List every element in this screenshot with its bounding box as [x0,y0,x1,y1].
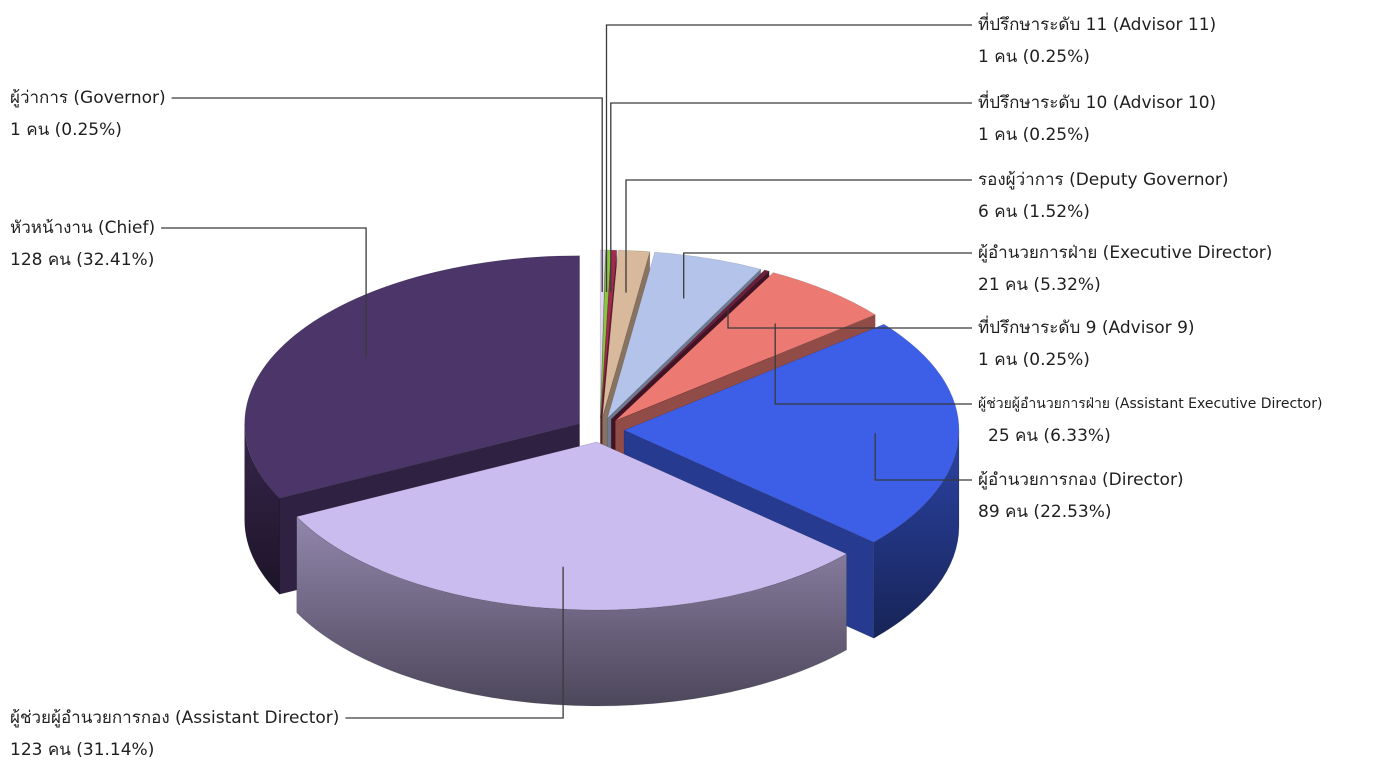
leader-line-assistant-director [345,566,564,719]
assistant-director-name: ผู้ช่วยผู้อำนวยการกอง (Assistant Directo… [10,708,340,728]
label-assistant-director: ผู้ช่วยผู้อำนวยการกอง (Assistant Directo… [10,702,339,766]
leader-line-director [874,433,972,481]
director-name: ผู้อำนวยการกอง (Director) [978,470,1184,490]
label-advisor-11: ที่ปรึกษาระดับ 11 (Advisor 11) 1 คน (0.2… [978,9,1216,73]
label-deputy-governor: รองผู้ว่าการ (Deputy Governor) 6 คน (1.5… [978,164,1229,228]
label-assistant-executive-director: ผู้ช่วยผู้อำนวยการฝ่าย (Assistant Execut… [978,387,1322,452]
chief-value: 128 คน (32.41%) [10,250,155,270]
slice-assistant-director [296,441,848,707]
advisor-9-name: ที่ปรึกษาระดับ 9 (Advisor 9) [978,318,1195,338]
leader-line-advisor-11 [605,24,972,292]
leader-line-advisor-10 [610,102,972,293]
leader-line-governor [171,97,603,292]
label-advisor-9: ที่ปรึกษาระดับ 9 (Advisor 9) 1 คน (0.25%… [978,312,1195,376]
slice-assistant-director-top [296,441,848,611]
leader-line-advisor-9 [727,307,972,329]
label-governor: ผู้ว่าการ (Governor) 1 คน (0.25%) [10,82,166,146]
advisor-9-value: 1 คน (0.25%) [978,350,1090,370]
advisor-11-name: ที่ปรึกษาระดับ 11 (Advisor 11) [978,15,1217,35]
slice-executive-director-top [606,251,762,420]
label-chief: หัวหน้างาน (Chief) 128 คน (32.41%) [10,212,155,276]
leader-lines [161,24,972,719]
advisor-11-value: 1 คน (0.25%) [978,47,1090,67]
deputy-governor-name: รองผู้ว่าการ (Deputy Governor) [978,170,1229,190]
pie-slices [244,249,960,707]
label-director: ผู้อำนวยการกอง (Director) 89 คน (22.53%) [978,464,1184,528]
assistant-executive-director-value: 25 คน (6.33%) [988,426,1111,446]
executive-director-name: ผู้อำนวยการฝ่าย (Executive Director) [978,243,1273,263]
assistant-executive-director-name: ผู้ช่วยผู้อำนวยการฝ่าย (Assistant Execut… [978,396,1323,412]
governor-value: 1 คน (0.25%) [10,120,122,140]
slice-chief-top [244,255,580,499]
leader-line-executive-director [683,252,972,299]
leader-line-deputy-governor [625,179,972,293]
deputy-governor-value: 6 คน (1.52%) [978,202,1090,222]
slice-advisor-9-top [610,269,770,420]
slice-deputy-governor-top [602,249,651,419]
leader-line-chief [161,227,367,358]
label-executive-director: ผู้อำนวยการฝ่าย (Executive Director) 21 … [978,237,1272,301]
advisor-10-value: 1 คน (0.25%) [978,125,1090,145]
governor-name: ผู้ว่าการ (Governor) [10,88,166,108]
label-advisor-10: ที่ปรึกษาระดับ 10 (Advisor 10) 1 คน (0.2… [978,87,1216,151]
chief-name: หัวหน้างาน (Chief) [10,218,156,238]
director-value: 89 คน (22.53%) [978,502,1112,522]
advisor-10-name: ที่ปรึกษาระดับ 10 (Advisor 10) [978,93,1217,113]
slice-assistant-executive-director-top [615,272,876,421]
assistant-director-value: 123 คน (31.14%) [10,740,155,760]
executive-director-value: 21 คน (5.32%) [978,275,1101,295]
slice-director-top [623,323,960,543]
leader-line-assistant-executive-director [774,323,972,405]
